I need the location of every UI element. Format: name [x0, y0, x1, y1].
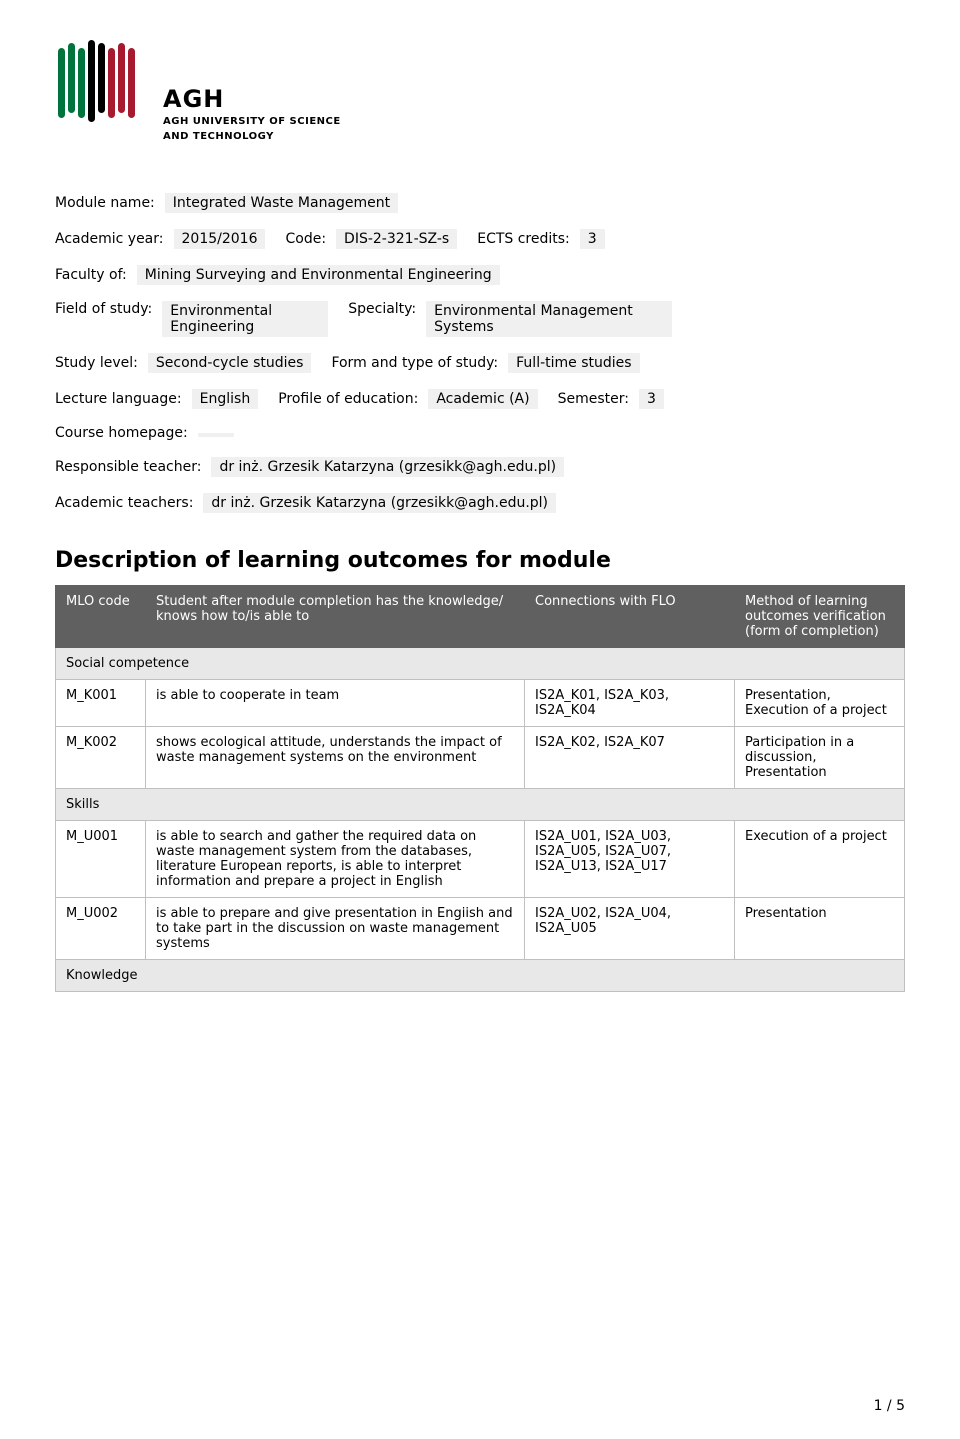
th-method: Method of learning outcomes verification… [735, 586, 905, 648]
row-faculty: Faculty of: Mining Surveying and Environ… [55, 265, 905, 285]
page: AGH AGH UNIVERSITY OF SCIENCE AND TECHNO… [0, 0, 960, 1439]
u002-method: Presentation [735, 898, 905, 960]
u001-method: Execution of a project [735, 821, 905, 898]
lecture-lang-label: Lecture language: [55, 391, 182, 407]
th-mlo: MLO code [56, 586, 146, 648]
semester-label: Semester: [558, 391, 629, 407]
cat-social: Social competence [56, 648, 905, 680]
row-level-form: Study level: Second-cycle studies Form a… [55, 353, 905, 373]
logo-sub2: AND TECHNOLOGY [163, 130, 341, 143]
row-field-specialty: Field of study: Environmental Engineerin… [55, 301, 905, 337]
module-name-label: Module name: [55, 195, 155, 211]
homepage-label: Course homepage: [55, 425, 188, 441]
faculty-value: Mining Surveying and Environmental Engin… [137, 265, 500, 285]
module-name-value: Integrated Waste Management [165, 193, 398, 213]
code-label: Code: [285, 231, 326, 247]
k002-code: M_K002 [56, 727, 146, 789]
u001-desc: is able to search and gather the require… [146, 821, 525, 898]
row-responsible: Responsible teacher: dr inż. Grzesik Kat… [55, 457, 905, 477]
specialty-value: Environmental Management Systems [426, 301, 672, 337]
section-title: Description of learning outcomes for mod… [55, 548, 905, 573]
k001-conn: IS2A_K01, IS2A_K03, IS2A_K04 [525, 680, 735, 727]
logo-text: AGH AGH UNIVERSITY OF SCIENCE AND TECHNO… [163, 85, 341, 143]
module-info: Module name: Integrated Waste Management… [55, 193, 905, 513]
lecture-lang-value: English [192, 389, 259, 409]
row-u002: M_U002 is able to prepare and give prese… [56, 898, 905, 960]
row-year-code-ects: Academic year: 2015/2016 Code: DIS-2-321… [55, 229, 905, 249]
row-academic-teachers: Academic teachers: dr inż. Grzesik Katar… [55, 493, 905, 513]
responsible-label: Responsible teacher: [55, 459, 201, 475]
faculty-label: Faculty of: [55, 267, 127, 283]
row-k001: M_K001 is able to cooperate in team IS2A… [56, 680, 905, 727]
field-label: Field of study: [55, 301, 152, 317]
academic-teachers-value: dr inż. Grzesik Katarzyna (grzesikk@agh.… [203, 493, 556, 513]
th-conn: Connections with FLO [525, 586, 735, 648]
profile-label: Profile of education: [278, 391, 418, 407]
u001-code: M_U001 [56, 821, 146, 898]
logo-block: AGH AGH UNIVERSITY OF SCIENCE AND TECHNO… [55, 40, 905, 143]
cat-skills: Skills [56, 789, 905, 821]
form-type-label: Form and type of study: [331, 355, 498, 371]
ects-label: ECTS credits: [477, 231, 570, 247]
semester-value: 3 [639, 389, 664, 409]
specialty-label: Specialty: [348, 301, 416, 317]
study-level-label: Study level: [55, 355, 138, 371]
row-homepage: Course homepage: [55, 425, 905, 441]
academic-year-label: Academic year: [55, 231, 164, 247]
k002-method: Participation in a discussion, Presentat… [735, 727, 905, 789]
cat-knowledge-label: Knowledge [56, 960, 905, 992]
logo-agh-label: AGH [163, 85, 341, 113]
form-type-value: Full-time studies [508, 353, 639, 373]
cat-social-label: Social competence [56, 648, 905, 680]
u002-desc: is able to prepare and give presentation… [146, 898, 525, 960]
homepage-value [198, 433, 234, 437]
agh-logo-icon [55, 40, 145, 130]
cat-skills-label: Skills [56, 789, 905, 821]
cat-knowledge: Knowledge [56, 960, 905, 992]
k001-code: M_K001 [56, 680, 146, 727]
field-value: Environmental Engineering [162, 301, 328, 337]
k002-desc: shows ecological attitude, understands t… [146, 727, 525, 789]
u002-code: M_U002 [56, 898, 146, 960]
u002-conn: IS2A_U02, IS2A_U04, IS2A_U05 [525, 898, 735, 960]
profile-value: Academic (A) [428, 389, 537, 409]
study-level-value: Second-cycle studies [148, 353, 312, 373]
k002-conn: IS2A_K02, IS2A_K07 [525, 727, 735, 789]
ects-value: 3 [580, 229, 605, 249]
u001-conn: IS2A_U01, IS2A_U03, IS2A_U05, IS2A_U07, … [525, 821, 735, 898]
code-value: DIS-2-321-SZ-s [336, 229, 457, 249]
row-lang-profile-sem: Lecture language: English Profile of edu… [55, 389, 905, 409]
responsible-value: dr inż. Grzesik Katarzyna (grzesikk@agh.… [211, 457, 564, 477]
page-number: 1 / 5 [874, 1398, 905, 1414]
th-desc: Student after module completion has the … [146, 586, 525, 648]
table-header-row: MLO code Student after module completion… [56, 586, 905, 648]
k001-method: Presentation, Execution of a project [735, 680, 905, 727]
outcomes-table: MLO code Student after module completion… [55, 585, 905, 992]
logo-sub1: AGH UNIVERSITY OF SCIENCE [163, 115, 341, 128]
row-u001: M_U001 is able to search and gather the … [56, 821, 905, 898]
k001-desc: is able to cooperate in team [146, 680, 525, 727]
academic-teachers-label: Academic teachers: [55, 495, 193, 511]
row-k002: M_K002 shows ecological attitude, unders… [56, 727, 905, 789]
academic-year-value: 2015/2016 [174, 229, 266, 249]
row-module-name: Module name: Integrated Waste Management [55, 193, 905, 213]
